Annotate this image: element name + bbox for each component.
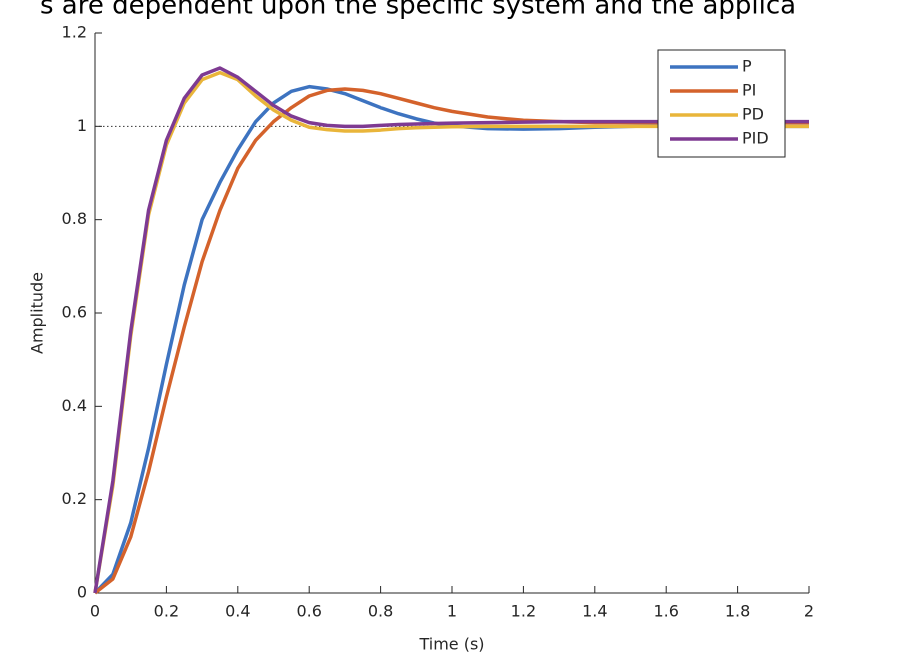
- legend-label: PD: [742, 105, 764, 124]
- legend-label: PID: [742, 129, 769, 148]
- series-line: [93, 66, 809, 594]
- y-tick-label: 1.2: [62, 23, 87, 42]
- x-axis-label: Time (s): [418, 635, 484, 654]
- y-tick-label: 0.6: [62, 303, 87, 322]
- x-tick-label: 0: [90, 602, 100, 621]
- x-tick-label: 0.6: [296, 602, 321, 621]
- y-tick-label: 0.2: [62, 489, 87, 508]
- x-tick-label: 1.4: [582, 602, 607, 621]
- x-tick-label: 1.6: [653, 602, 678, 621]
- x-tick-label: 0.4: [225, 602, 250, 621]
- y-tick-label: 0.8: [62, 209, 87, 228]
- legend-label: P: [742, 57, 752, 76]
- series-line: [93, 87, 809, 595]
- y-tick-label: 0: [77, 583, 87, 602]
- y-tick-label: 1: [77, 116, 87, 135]
- header-text: s are dependent upon the specific system…: [40, 0, 796, 21]
- x-tick-label: 1.8: [725, 602, 750, 621]
- series-line: [93, 70, 809, 594]
- x-tick-label: 1.2: [511, 602, 536, 621]
- x-tick-label: 0.8: [368, 602, 393, 621]
- x-tick-label: 0.2: [154, 602, 179, 621]
- series-line: [93, 84, 809, 595]
- y-tick-label: 0.4: [62, 396, 87, 415]
- y-axis-label: Amplitude: [28, 272, 47, 354]
- x-tick-label: 1: [447, 602, 457, 621]
- legend-label: PI: [742, 81, 756, 100]
- x-tick-label: 2: [804, 602, 814, 621]
